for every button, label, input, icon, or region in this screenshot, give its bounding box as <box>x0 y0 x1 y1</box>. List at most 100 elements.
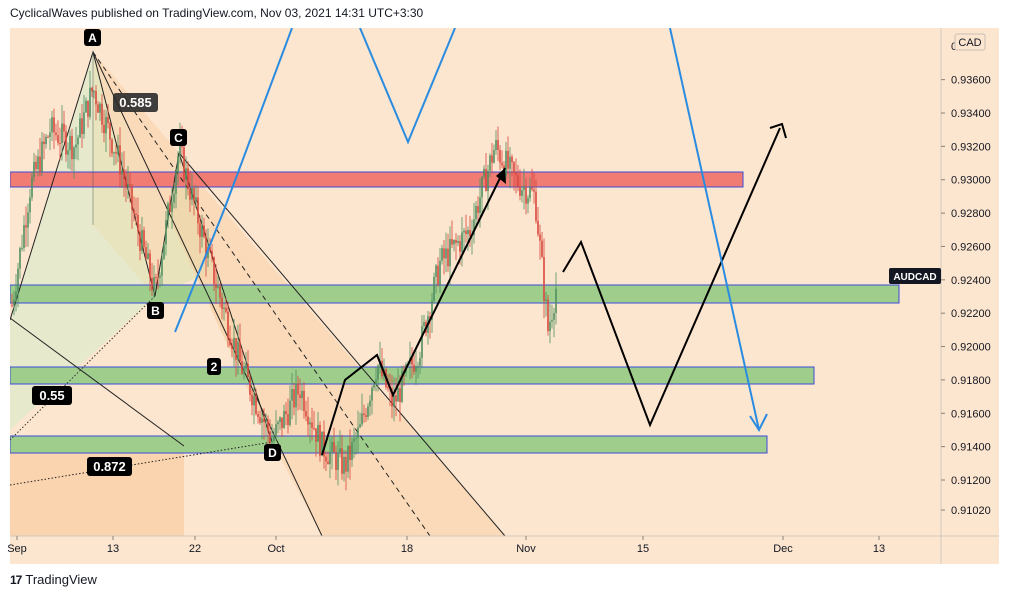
support-zone-0.914[interactable] <box>10 435 768 454</box>
candle-body <box>71 135 73 160</box>
projection-black-forecast[interactable] <box>562 127 781 428</box>
candle-body <box>201 225 203 237</box>
candle-body <box>283 411 285 428</box>
point-b-marker[interactable] <box>147 302 164 319</box>
candle-body <box>367 406 369 417</box>
candle-body <box>83 112 85 135</box>
lower-left-shade <box>10 440 184 536</box>
candle-body <box>393 395 395 407</box>
candle-body <box>349 445 351 460</box>
candle-body <box>535 191 537 221</box>
point-a-marker[interactable] <box>84 29 101 46</box>
candle-body <box>399 387 401 402</box>
symbol-badge[interactable] <box>889 268 941 284</box>
candle-body <box>117 145 119 154</box>
candle-body <box>253 395 255 406</box>
candle-body <box>191 187 193 200</box>
candle-body <box>43 141 45 145</box>
candle-body <box>161 258 163 276</box>
candle-body <box>345 456 347 472</box>
ratio-055-box[interactable] <box>32 386 72 405</box>
candle-body <box>291 389 293 401</box>
candle-body <box>519 186 521 196</box>
candle-body <box>135 213 137 216</box>
candle-body <box>337 452 339 470</box>
time-axis[interactable]: Sep 13 22 Oct 18 Nov 15 Dec 13 <box>7 536 885 555</box>
candle-body <box>19 248 21 269</box>
candle-body <box>133 209 135 214</box>
candle-body <box>223 307 225 309</box>
ratio-0872-box[interactable] <box>87 457 132 476</box>
point-c-marker[interactable] <box>170 129 187 146</box>
candle-body <box>315 428 317 442</box>
wave-2-label: 2 <box>211 360 218 374</box>
point-a-label: A <box>88 31 97 45</box>
candle-body <box>235 338 237 360</box>
candle-body <box>75 144 77 148</box>
tradingview-logo-icon: 17 <box>10 572 22 587</box>
ratio-0872-label: 0.872 <box>93 459 126 474</box>
candle-body <box>243 368 245 374</box>
xd-dotted-line[interactable] <box>10 441 273 486</box>
resistance-zone-0.930[interactable] <box>10 171 744 188</box>
blue-cycle-left[interactable] <box>174 28 293 333</box>
candle-body <box>527 198 529 204</box>
candle-body <box>61 123 63 144</box>
candle-body <box>491 155 493 163</box>
candle-body <box>511 156 513 163</box>
candle-body <box>537 220 539 235</box>
support-zone-0.923[interactable] <box>10 284 900 304</box>
candle-body <box>241 361 243 374</box>
wave-2-marker[interactable] <box>207 358 221 375</box>
candle-body <box>295 383 297 408</box>
candle-body <box>445 248 447 259</box>
projection-black-arrowhead <box>769 122 787 139</box>
candle-body <box>151 277 153 291</box>
candle-body <box>499 150 501 163</box>
plot-area: A B C D 2 0.585 0.55 0.872 <box>10 28 900 536</box>
point-c-label: C <box>174 131 183 145</box>
price-tick-label: 0.93400 <box>951 108 991 120</box>
candle-body <box>173 193 175 203</box>
ratio-0585-box[interactable] <box>113 93 158 112</box>
candle-body <box>467 230 469 235</box>
candle-body <box>91 87 93 92</box>
candle-body <box>287 414 289 425</box>
candle-body <box>33 161 35 178</box>
currency-badge[interactable] <box>954 33 986 51</box>
candle-body <box>175 172 177 194</box>
candle-body <box>543 256 545 301</box>
price-axis[interactable]: 0.91020 0.91200 0.91400 0.91600 0.91800 0.920… <box>941 41 991 517</box>
candle-body <box>279 417 281 423</box>
channel-upper-line[interactable] <box>178 152 506 536</box>
point-d-marker[interactable] <box>264 444 281 461</box>
candles-group[interactable] <box>11 70 557 491</box>
projection-black-past[interactable] <box>321 167 506 456</box>
candle-body <box>251 394 253 406</box>
candle-body <box>127 184 129 188</box>
blue-cycle-middle[interactable] <box>359 28 456 145</box>
candle-body <box>249 376 251 395</box>
price-tick-label: 0.93600 <box>951 75 991 87</box>
candle-body <box>549 321 551 332</box>
blue-cycle-right[interactable] <box>669 28 760 431</box>
candle-body <box>521 190 523 196</box>
candle-body <box>361 413 363 425</box>
xa-base-line[interactable] <box>10 317 185 447</box>
candle-body <box>237 341 239 360</box>
candle-body <box>49 132 51 138</box>
price-tick-label: 0.91200 <box>951 475 991 487</box>
channel-lower-line[interactable] <box>92 51 323 536</box>
candle-body <box>343 456 345 474</box>
candle-body <box>357 427 359 438</box>
price-top-label: 0 <box>951 41 957 53</box>
footer-branding: 17 TradingView <box>10 572 97 587</box>
candle-body <box>219 286 221 298</box>
candle-body <box>21 247 23 249</box>
candle-body <box>165 220 167 245</box>
candle-body <box>67 150 69 155</box>
candle-body <box>63 123 65 132</box>
harmonic-xab-triangle <box>10 52 155 430</box>
candle-body <box>311 422 313 428</box>
